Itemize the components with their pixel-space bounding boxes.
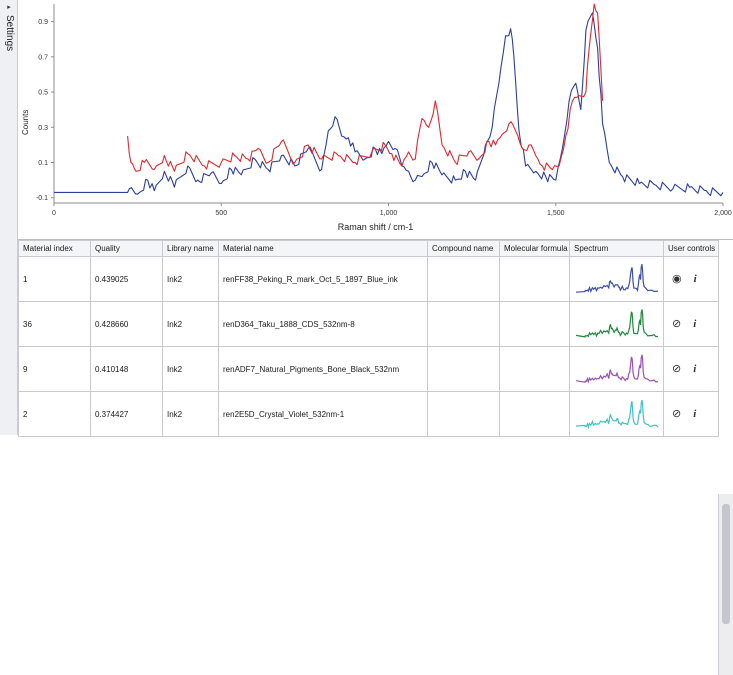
column-header[interactable]: Library name — [162, 240, 219, 257]
column-header[interactable]: Material index — [18, 240, 91, 257]
table-row[interactable]: 1 0.439025 Ink2 renFF38_Peking_R_mark_Oct_5… — [18, 256, 719, 302]
spectrum-thumbnail-line — [575, 399, 659, 430]
cell-user-controls: ◉ i — [663, 256, 719, 302]
cell-user-controls: ⊘ i — [663, 346, 719, 392]
spectrum-thumbnail — [575, 309, 659, 338]
eye-hidden-icon[interactable]: ⊘ — [672, 363, 682, 375]
column-header[interactable]: Spectrum — [569, 240, 664, 257]
cell-spectrum — [569, 301, 664, 347]
settings-tab-label: Settings — [4, 15, 15, 52]
column-header[interactable]: Material name — [218, 240, 428, 257]
cell-formula — [499, 391, 570, 437]
y-tick-label: 0.9 — [38, 19, 48, 26]
spectrum-thumbnail — [575, 354, 659, 384]
table-row[interactable]: 36 0.428660 Ink2 renD364_Taku_1888_CDS_532n… — [18, 301, 719, 347]
eye-hidden-icon[interactable]: ⊘ — [672, 408, 682, 420]
eye-hidden-icon[interactable]: ⊘ — [672, 318, 682, 330]
eye-icon[interactable]: ◉ — [672, 273, 682, 285]
cell-spectrum — [569, 256, 664, 302]
x-tick-label: 0 — [52, 210, 56, 217]
cell-material: renFF38_Peking_R_mark_Oct_5_1897_Blue_in… — [218, 256, 428, 302]
column-header[interactable]: Molecular formula — [499, 240, 570, 257]
column-header[interactable]: Compound name — [427, 240, 500, 257]
cell-formula — [499, 301, 570, 347]
table-scrollbar[interactable] — [718, 494, 733, 675]
x-tick-label: 500 — [215, 210, 227, 217]
results-table: Material index Quality Library name Materia… — [18, 240, 719, 437]
spectrum-chart[interactable]: -0.1 0.1 0.3 0.5 0.7 0.9 0 500 1,000 1,500 2,000 C… — [18, 0, 733, 237]
cell-library: Ink2 — [162, 346, 219, 392]
x-axis-label: Raman shift / cm-1 — [337, 222, 414, 232]
spectrum-thumbnail-line — [575, 264, 659, 294]
info-icon[interactable]: i — [693, 273, 697, 285]
settings-side-panel: ▸ Settings — [0, 0, 18, 435]
y-tick-label: 0.7 — [38, 54, 48, 61]
table-row[interactable]: 2 0.374427 Ink2 ren2E5D_Crystal_Violet_532n… — [18, 391, 719, 437]
cell-index: 2 — [18, 391, 91, 437]
cell-compound — [427, 256, 500, 302]
cell-library: Ink2 — [162, 301, 219, 347]
chart-plot: -0.1 0.1 0.3 0.5 0.7 0.9 0 500 1,000 1,500 2,000 — [36, 3, 732, 217]
y-tick-label: 0.1 — [38, 160, 48, 167]
settings-tab[interactable]: ▸ Settings — [2, 4, 16, 64]
cell-quality: 0.439025 — [90, 256, 163, 302]
info-icon[interactable]: i — [693, 408, 697, 420]
y-axis-label: Counts — [21, 109, 30, 135]
cell-compound — [427, 346, 500, 392]
y-tick-label: 0.3 — [38, 125, 48, 132]
spectrum-thumbnail-line — [575, 354, 659, 384]
cell-user-controls: ⊘ i — [663, 391, 719, 437]
cell-quality: 0.374427 — [90, 391, 163, 437]
spectrum-series-line-1 — [54, 12, 724, 197]
expand-arrow-icon: ▸ — [7, 4, 11, 11]
cell-formula — [499, 256, 570, 302]
results-table-container: Material index Quality Library name Materia… — [18, 239, 733, 675]
spectrum-thumbnail — [575, 399, 659, 430]
cell-user-controls: ⊘ i — [663, 301, 719, 347]
table-row[interactable]: 9 0.410148 Ink2 renADF7_Natural_Pigments_Bo… — [18, 346, 719, 392]
spectrum-thumbnail-line — [575, 309, 659, 338]
cell-material: renD364_Taku_1888_CDS_532nm-8 — [218, 301, 428, 347]
cell-quality: 0.410148 — [90, 346, 163, 392]
cell-formula — [499, 346, 570, 392]
spectrum-series-line-2 — [127, 3, 604, 172]
cell-spectrum — [569, 391, 664, 437]
info-icon[interactable]: i — [693, 363, 697, 375]
x-tick-label: 1,500 — [547, 210, 565, 217]
info-icon[interactable]: i — [693, 318, 697, 330]
cell-quality: 0.428660 — [90, 301, 163, 347]
cell-index: 9 — [18, 346, 91, 392]
cell-library: Ink2 — [162, 391, 219, 437]
x-tick-label: 2,000 — [714, 210, 732, 217]
column-header[interactable]: User controls — [663, 240, 719, 257]
y-tick-label: 0.5 — [38, 90, 48, 97]
cell-index: 36 — [18, 301, 91, 347]
x-tick-label: 1,000 — [380, 210, 398, 217]
cell-compound — [427, 391, 500, 437]
cell-spectrum — [569, 346, 664, 392]
y-tick-label: -0.1 — [36, 195, 48, 202]
cell-material: ren2E5D_Crystal_Violet_532nm-1 — [218, 391, 428, 437]
cell-compound — [427, 301, 500, 347]
cell-library: Ink2 — [162, 256, 219, 302]
spectrum-thumbnail — [575, 264, 659, 294]
column-header[interactable]: Quality — [90, 240, 163, 257]
table-header-row: Material index Quality Library name Materia… — [18, 240, 719, 257]
cell-material: renADF7_Natural_Pigments_Bone_Black_532n… — [218, 346, 428, 392]
cell-index: 1 — [18, 256, 91, 302]
scrollbar-thumb[interactable] — [722, 504, 730, 624]
